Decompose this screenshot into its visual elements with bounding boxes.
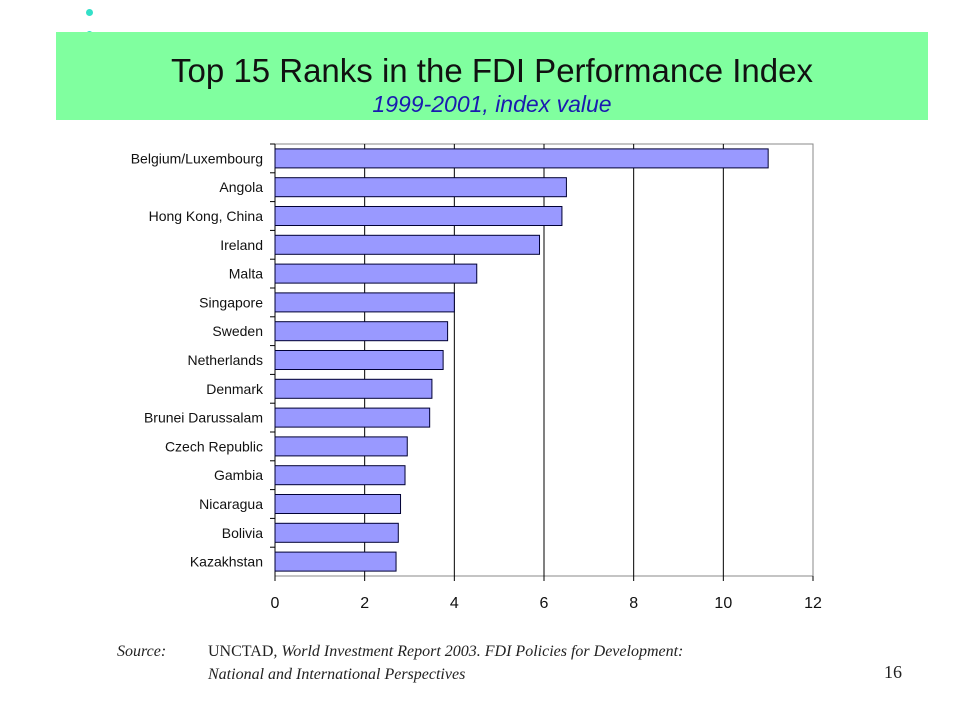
bar	[274, 493, 402, 515]
bar	[274, 177, 567, 198]
bar	[274, 205, 563, 227]
bar	[274, 321, 449, 342]
category-label: Brunei Darussalam	[144, 410, 263, 426]
x-tick-label: 4	[450, 595, 459, 612]
category-label: Singapore	[199, 294, 263, 310]
bar	[274, 465, 406, 486]
bar	[274, 234, 541, 255]
page-number: 16	[884, 662, 902, 682]
fdi-bar-chart: 0 2 4 6 8 10 12 Belgium/Luxembourg Angola Hong Ko…	[131, 143, 822, 612]
category-label: Angola	[219, 179, 263, 195]
slide-subtitle: 1999-2001, index value	[372, 91, 612, 117]
bullet-marker	[86, 9, 93, 16]
bar	[274, 551, 397, 572]
x-tick-label: 10	[714, 595, 732, 612]
category-label: Netherlands	[188, 352, 264, 368]
bar	[274, 263, 478, 284]
category-label: Denmark	[206, 381, 264, 397]
category-label: Hong Kong, China	[149, 208, 264, 224]
category-label: Ireland	[220, 237, 263, 253]
bar	[274, 378, 433, 399]
source-line-2: National and International Perspectives	[208, 666, 466, 683]
bar	[274, 522, 399, 543]
category-label: Kazakhstan	[190, 554, 263, 570]
bar	[274, 349, 444, 371]
source-line-1: UNCTAD, World Investment Report 2003. FD…	[208, 643, 683, 661]
slide-title: Top 15 Ranks in the FDI Performance Inde…	[171, 52, 813, 89]
bar	[274, 148, 769, 169]
x-tick-label: 8	[629, 595, 638, 612]
category-label: Czech Republic	[165, 438, 263, 454]
category-label: Malta	[229, 266, 263, 282]
source-rest: , World Investment Report 2003. FDI Poli…	[273, 643, 684, 660]
category-label: Gambia	[214, 467, 263, 483]
source-org: UNCTAD	[208, 643, 274, 660]
source-label: Source:	[117, 643, 167, 660]
category-label: Belgium/Luxembourg	[131, 150, 263, 166]
category-label: Bolivia	[222, 525, 263, 541]
category-label: Sweden	[212, 323, 263, 339]
title-band: Top 15 Ranks in the FDI Performance Inde…	[56, 32, 928, 120]
x-tick-label: 6	[540, 595, 549, 612]
x-tick-label: 0	[271, 595, 280, 612]
bar	[274, 292, 455, 313]
category-label: Nicaragua	[199, 496, 263, 512]
x-tick-label: 12	[804, 595, 822, 612]
bar	[274, 407, 431, 428]
bar	[274, 436, 408, 457]
x-tick-label: 2	[360, 595, 369, 612]
